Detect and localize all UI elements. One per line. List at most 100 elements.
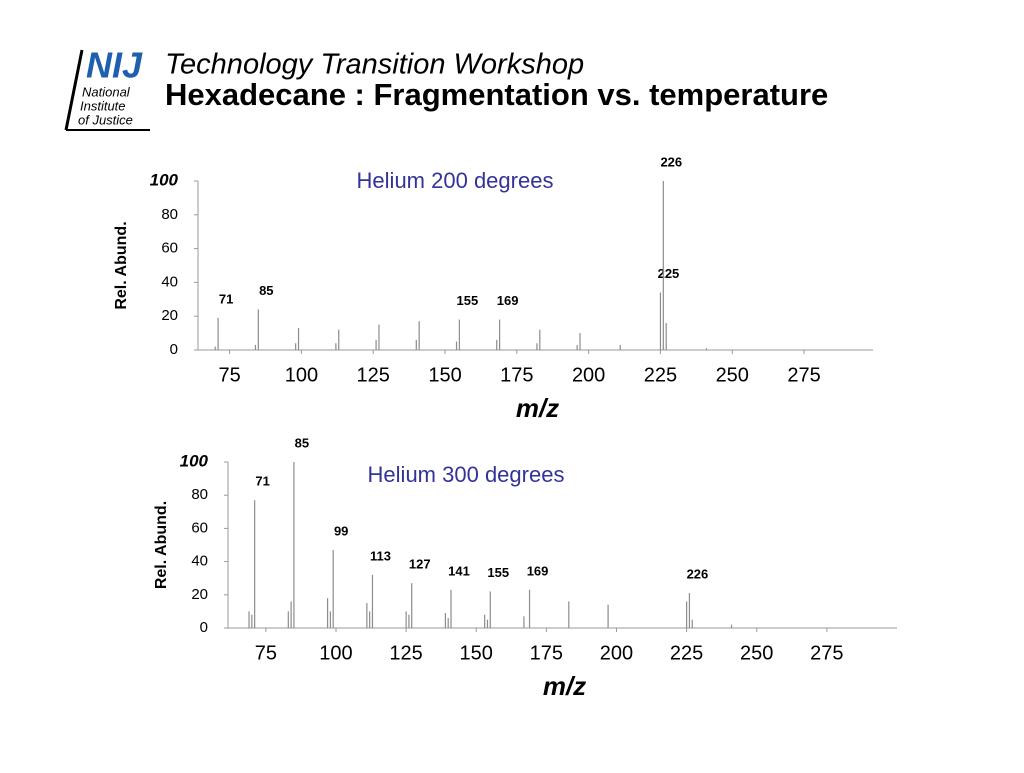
peak bbox=[251, 614, 253, 628]
y-tick-label: 100 bbox=[150, 170, 179, 189]
peak bbox=[405, 611, 407, 628]
peak bbox=[450, 589, 452, 628]
x-tick-label: 100 bbox=[285, 364, 318, 386]
logo-line: Institute bbox=[80, 98, 126, 113]
x-tick-label: 250 bbox=[716, 364, 749, 386]
peak-label: 71 bbox=[219, 291, 233, 306]
peak bbox=[254, 500, 256, 628]
peak-label: 155 bbox=[457, 293, 479, 308]
peak bbox=[329, 611, 331, 628]
subtitle: Hexadecane : Fragmentation vs. temperatu… bbox=[165, 77, 828, 112]
y-tick-label: 40 bbox=[161, 273, 178, 290]
peak-label: 225 bbox=[658, 266, 680, 281]
x-tick-label: 175 bbox=[500, 364, 533, 386]
peak bbox=[297, 328, 300, 350]
peak bbox=[528, 589, 531, 628]
chart-title: Helium 200 degrees bbox=[357, 168, 554, 193]
peak bbox=[257, 309, 259, 350]
y-tick-label: 0 bbox=[170, 341, 178, 358]
peak bbox=[498, 319, 501, 350]
peak bbox=[536, 343, 538, 350]
logo: NIJ bbox=[86, 45, 143, 86]
peak bbox=[335, 343, 337, 350]
peak bbox=[496, 339, 498, 350]
peak bbox=[415, 339, 417, 350]
y-tick-label: 60 bbox=[161, 240, 178, 257]
peak bbox=[295, 343, 297, 350]
y-tick-label: 100 bbox=[180, 451, 209, 470]
peak bbox=[523, 616, 525, 628]
y-tick-label: 80 bbox=[191, 486, 208, 503]
peak bbox=[662, 181, 664, 350]
x-tick-label: 225 bbox=[644, 364, 677, 386]
peak-label: 71 bbox=[255, 474, 269, 489]
peak-label: 226 bbox=[660, 154, 682, 169]
peak bbox=[691, 619, 693, 628]
peak-label: 85 bbox=[259, 283, 273, 298]
peak bbox=[484, 614, 486, 628]
peak bbox=[665, 322, 667, 350]
peak bbox=[366, 603, 368, 628]
peak bbox=[489, 591, 491, 628]
x-tick-label: 125 bbox=[357, 364, 390, 386]
peak bbox=[607, 604, 609, 628]
peak-label: 169 bbox=[497, 293, 519, 308]
peak bbox=[619, 344, 621, 350]
peak bbox=[411, 583, 413, 628]
x-tick-label: 100 bbox=[319, 642, 352, 664]
peak bbox=[444, 613, 446, 628]
y-tick-label: 0 bbox=[200, 619, 208, 636]
peak bbox=[705, 348, 708, 350]
peak-label: 127 bbox=[409, 557, 431, 572]
peak bbox=[579, 333, 581, 350]
y-axis-label: Rel. Abund. bbox=[113, 221, 130, 309]
peak bbox=[375, 339, 377, 350]
peak bbox=[447, 618, 449, 628]
peak bbox=[332, 549, 334, 628]
peak bbox=[248, 611, 250, 628]
x-tick-label: 75 bbox=[255, 642, 277, 664]
y-tick-label: 60 bbox=[191, 519, 208, 536]
logo-line: of Justice bbox=[78, 112, 133, 127]
peak-label: 155 bbox=[487, 565, 509, 580]
peak bbox=[539, 329, 541, 350]
peak-label: 141 bbox=[448, 563, 470, 578]
x-tick-label: 250 bbox=[740, 642, 773, 664]
peak bbox=[688, 593, 691, 628]
peak bbox=[369, 611, 371, 628]
title: Technology Transition Workshop bbox=[165, 49, 584, 81]
peak bbox=[371, 574, 374, 628]
peak bbox=[214, 346, 216, 350]
x-tick-label: 175 bbox=[530, 642, 563, 664]
x-tick-label: 225 bbox=[670, 642, 703, 664]
peak bbox=[458, 319, 460, 350]
x-tick-label: 200 bbox=[572, 364, 605, 386]
peak bbox=[576, 344, 578, 350]
y-tick-label: 80 bbox=[161, 206, 178, 223]
peak bbox=[568, 601, 570, 628]
peak bbox=[293, 462, 295, 628]
peak bbox=[338, 329, 340, 350]
peak bbox=[418, 321, 420, 350]
peak bbox=[290, 601, 292, 628]
peak bbox=[659, 292, 662, 350]
y-tick-label: 20 bbox=[191, 586, 208, 603]
peak-label: 85 bbox=[295, 435, 309, 450]
x-tick-label: 75 bbox=[218, 364, 240, 386]
x-tick-label: 275 bbox=[810, 642, 843, 664]
y-tick-label: 40 bbox=[191, 553, 208, 570]
x-tick-label: 150 bbox=[460, 642, 493, 664]
x-tick-label: 200 bbox=[600, 642, 633, 664]
chart-title: Helium 300 degrees bbox=[368, 462, 565, 487]
peak bbox=[455, 341, 458, 350]
peak bbox=[486, 619, 489, 628]
peak bbox=[287, 611, 289, 628]
peak bbox=[378, 324, 380, 350]
y-tick-label: 20 bbox=[161, 307, 178, 324]
peak bbox=[217, 317, 219, 350]
peak bbox=[730, 624, 733, 628]
logo-bar bbox=[64, 49, 84, 131]
peak bbox=[686, 601, 688, 628]
peak-label: 99 bbox=[334, 523, 348, 538]
